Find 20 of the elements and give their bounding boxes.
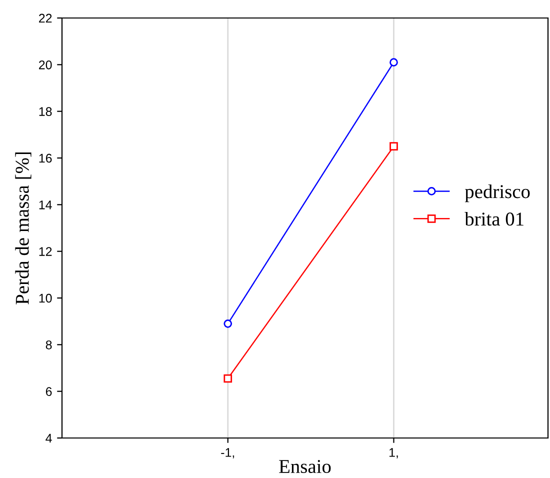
y-tick-label: 22: [39, 14, 52, 23]
y-tick-label: 18: [39, 107, 52, 116]
y-tick-label: 6: [46, 387, 52, 396]
point: [390, 142, 398, 150]
point: [224, 320, 232, 328]
y-tick-label: 10: [39, 294, 52, 303]
legend-label: pedrisco: [464, 184, 530, 202]
y-tick-label: 12: [39, 247, 52, 256]
x-tick-label: 1,: [389, 448, 398, 458]
point: [390, 58, 398, 66]
x-tick-label: -1,: [221, 448, 234, 458]
legend-label: brita 01: [464, 212, 524, 226]
point: [224, 374, 232, 383]
y-tick-label: 20: [39, 60, 52, 70]
y-tick-label: 4: [46, 434, 52, 443]
y-tick-label: 14: [39, 200, 52, 210]
y-axis-title: Perda de massa [%]: [15, 152, 32, 304]
y-tick-label: 8: [46, 340, 52, 350]
x-axis-title: Ensaio: [279, 460, 331, 474]
y-tick-label: 16: [39, 154, 52, 163]
